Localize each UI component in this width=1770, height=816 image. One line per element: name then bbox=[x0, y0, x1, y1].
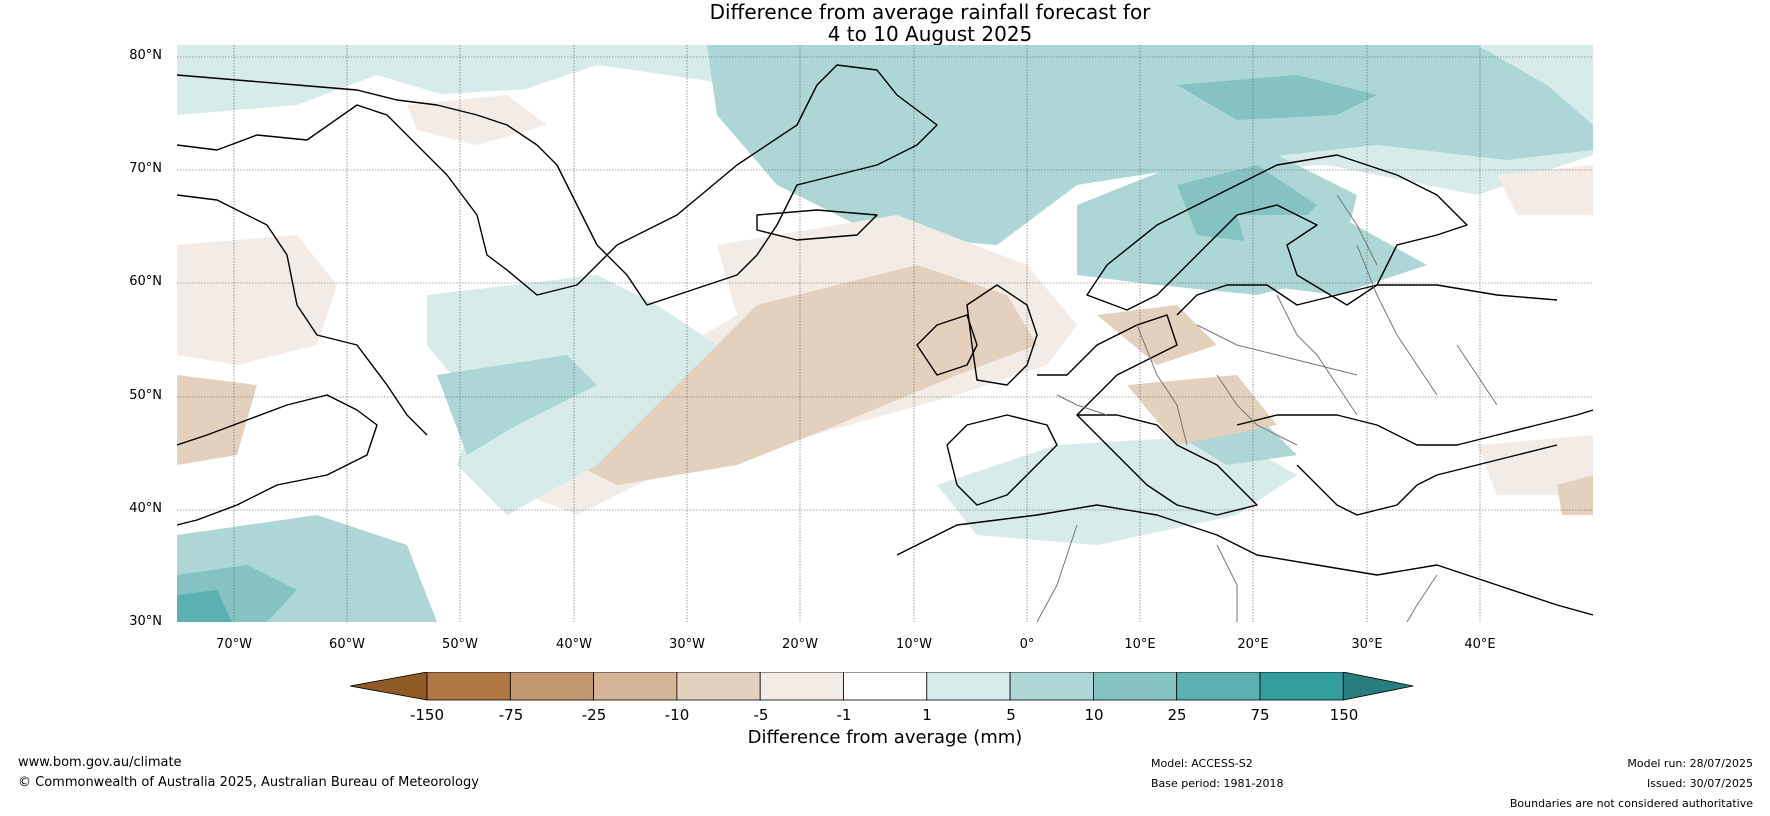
colorbar-tick: 75 bbox=[1250, 706, 1270, 724]
colorbar-label: Difference from average (mm) bbox=[747, 727, 1023, 748]
lat-label-30n: 30°N bbox=[129, 614, 162, 629]
colorbar-tick: 25 bbox=[1167, 706, 1187, 724]
lon-label-60w: 60°W bbox=[329, 637, 365, 652]
lat-label-40n: 40°N bbox=[129, 501, 162, 516]
colorbar-segment bbox=[926, 672, 1011, 701]
map-title-line1: Difference from average rainfall forecas… bbox=[709, 0, 1151, 24]
colorbar-segment bbox=[1259, 672, 1344, 701]
colorbar-segment bbox=[759, 672, 844, 701]
colorbar-tick: 150 bbox=[1329, 706, 1359, 724]
colorbar-segment bbox=[593, 672, 678, 701]
colorbar-tick: 5 bbox=[1006, 706, 1016, 724]
lon-label-40w: 40°W bbox=[556, 637, 592, 652]
colorbar-tick: 10 bbox=[1084, 706, 1104, 724]
footer-model: Model: ACCESS-S2 bbox=[1151, 757, 1253, 770]
colorbar-segment bbox=[1009, 672, 1094, 701]
lon-label-10w: 10°W bbox=[896, 637, 932, 652]
lon-label-20e: 20°E bbox=[1237, 637, 1269, 652]
map-title-line2: 4 to 10 August 2025 bbox=[827, 22, 1033, 46]
lat-label-70n: 70°N bbox=[129, 161, 162, 176]
lon-label-30w: 30°W bbox=[669, 637, 705, 652]
graticule bbox=[177, 45, 1593, 622]
anomaly-shading bbox=[177, 45, 1593, 622]
lon-label-30e: 30°E bbox=[1351, 637, 1383, 652]
colorbar-extend-low bbox=[350, 672, 428, 701]
colorbar-extend-high bbox=[1342, 672, 1414, 701]
coastlines bbox=[177, 64, 1593, 616]
colorbar-segment bbox=[843, 672, 928, 701]
lon-label-70w: 70°W bbox=[216, 637, 252, 652]
footer-website-link[interactable]: www.bom.gov.au/climate bbox=[18, 755, 182, 770]
lat-label-80n: 80°N bbox=[129, 48, 162, 63]
footer-disclaimer: Boundaries are not considered authoritat… bbox=[1509, 797, 1753, 810]
country-borders bbox=[1036, 194, 1498, 622]
colorbar-tick: -150 bbox=[409, 706, 445, 724]
colorbar-tick: -5 bbox=[753, 706, 769, 724]
lon-label-0: 0° bbox=[1019, 637, 1035, 652]
colorbar-tick: -10 bbox=[664, 706, 690, 724]
footer-base-period: Base period: 1981-2018 bbox=[1151, 777, 1284, 790]
lat-label-60n: 60°N bbox=[129, 274, 162, 289]
colorbar-tick: -75 bbox=[498, 706, 524, 724]
colorbar bbox=[350, 672, 1414, 701]
colorbar-segment bbox=[1093, 672, 1178, 701]
footer-copyright: © Commonwealth of Australia 2025, Austra… bbox=[18, 775, 479, 790]
colorbar-segment bbox=[1176, 672, 1261, 701]
lat-label-50n: 50°N bbox=[129, 388, 162, 403]
colorbar-tick: -1 bbox=[836, 706, 852, 724]
colorbar-segment bbox=[676, 672, 761, 701]
colorbar-segments bbox=[350, 672, 1414, 701]
lon-label-20w: 20°W bbox=[782, 637, 818, 652]
rainfall-anomaly-map bbox=[177, 45, 1593, 622]
colorbar-tick: -25 bbox=[581, 706, 607, 724]
colorbar-segment bbox=[509, 672, 595, 701]
footer-model-run: Model run: 28/07/2025 bbox=[1627, 757, 1753, 770]
colorbar-tick: 1 bbox=[922, 706, 932, 724]
footer-issued: Issued: 30/07/2025 bbox=[1646, 777, 1753, 790]
lon-label-40e: 40°E bbox=[1464, 637, 1496, 652]
lon-label-50w: 50°W bbox=[442, 637, 478, 652]
lon-label-10e: 10°E bbox=[1124, 637, 1156, 652]
colorbar-segment bbox=[426, 672, 511, 701]
